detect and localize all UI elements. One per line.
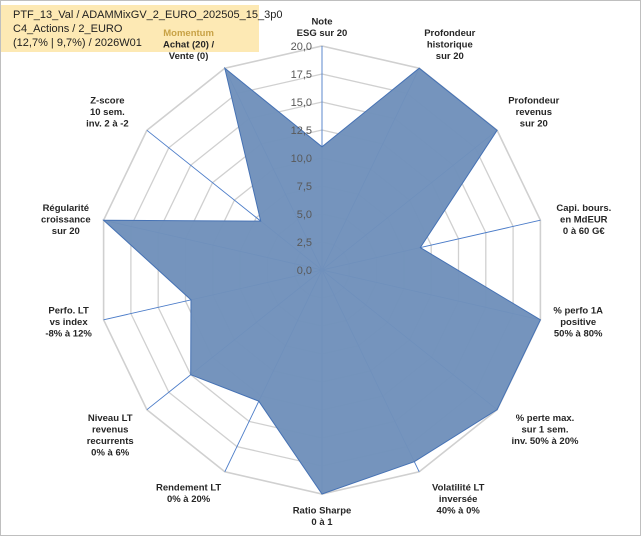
radar-tick-labels: 0,0 2,5 5,0 7,5 10,0 12,5 15,0 17,5 20,0 (291, 41, 312, 277)
axis-label: Niveau LT revenus recurrents 0% à 6% (87, 413, 134, 459)
axis-label: Profondeur revenus sur 20 (508, 96, 559, 130)
axis-label: % perte max. sur 1 sem. inv. 50% à 20% (512, 413, 579, 447)
axis-label: Volatilité LT inversée 40% à 0% (432, 483, 485, 517)
tick-label: 0,0 (297, 265, 312, 277)
tick-label: 5,0 (297, 209, 312, 221)
header-line-portfolio: PTF_13_Val / ADAMMixGV_2_EURO_202505_15_… (13, 9, 283, 21)
header-line-category: C4_Actions / 2_EURO (13, 23, 123, 35)
axis-label: Rendement LT 0% à 20% (156, 483, 221, 506)
axis-label: % perfo 1A positive 50% à 80% (553, 305, 603, 339)
radar-series (102, 66, 542, 495)
tick-label: 15,0 (291, 97, 312, 109)
axis-label: Perfo. LT vs index -8% à 12% (45, 305, 92, 339)
portfolio-header: PTF_13_Val / ADAMMixGV_2_EURO_202505_15_… (1, 5, 282, 52)
axis-label: Régularité croissance sur 20 (41, 203, 91, 237)
radar-axis-labels: Note ESG sur 20 Profondeur historique sur 20… (41, 17, 611, 529)
tick-label: 20,0 (291, 41, 312, 53)
tick-label: 7,5 (297, 181, 312, 193)
tick-label: 12,5 (291, 125, 312, 137)
axis-label: Capi. bours. en MdEUR 0 à 60 G€ (556, 203, 611, 237)
svg-text:Rendement LT0% à 20%: Rendement LT 0% à 20% (156, 483, 221, 506)
axis-label: Note ESG sur 20 (297, 17, 348, 40)
tick-label: 17,5 (291, 69, 312, 81)
axis-label: Ratio Sharpe 0 à 1 (293, 506, 352, 529)
tick-label: 10,0 (291, 153, 312, 165)
series-area (102, 66, 542, 495)
axis-label: Z-score 10 sem. inv. 2 à -2 (86, 96, 129, 130)
tick-label: 2,5 (297, 237, 312, 249)
axis-label: Profondeur historique sur 20 (424, 28, 475, 62)
svg-text:% perte max.sur 1 sem.inv. 50%: % perte max. sur 1 sem. inv. 50% à 20% (512, 413, 579, 447)
header-line-stats: (12,7% | 9,7%) / 2026W01 (13, 37, 142, 49)
axis-label: Momentum Achat (20) / Vente (0) (163, 28, 215, 62)
